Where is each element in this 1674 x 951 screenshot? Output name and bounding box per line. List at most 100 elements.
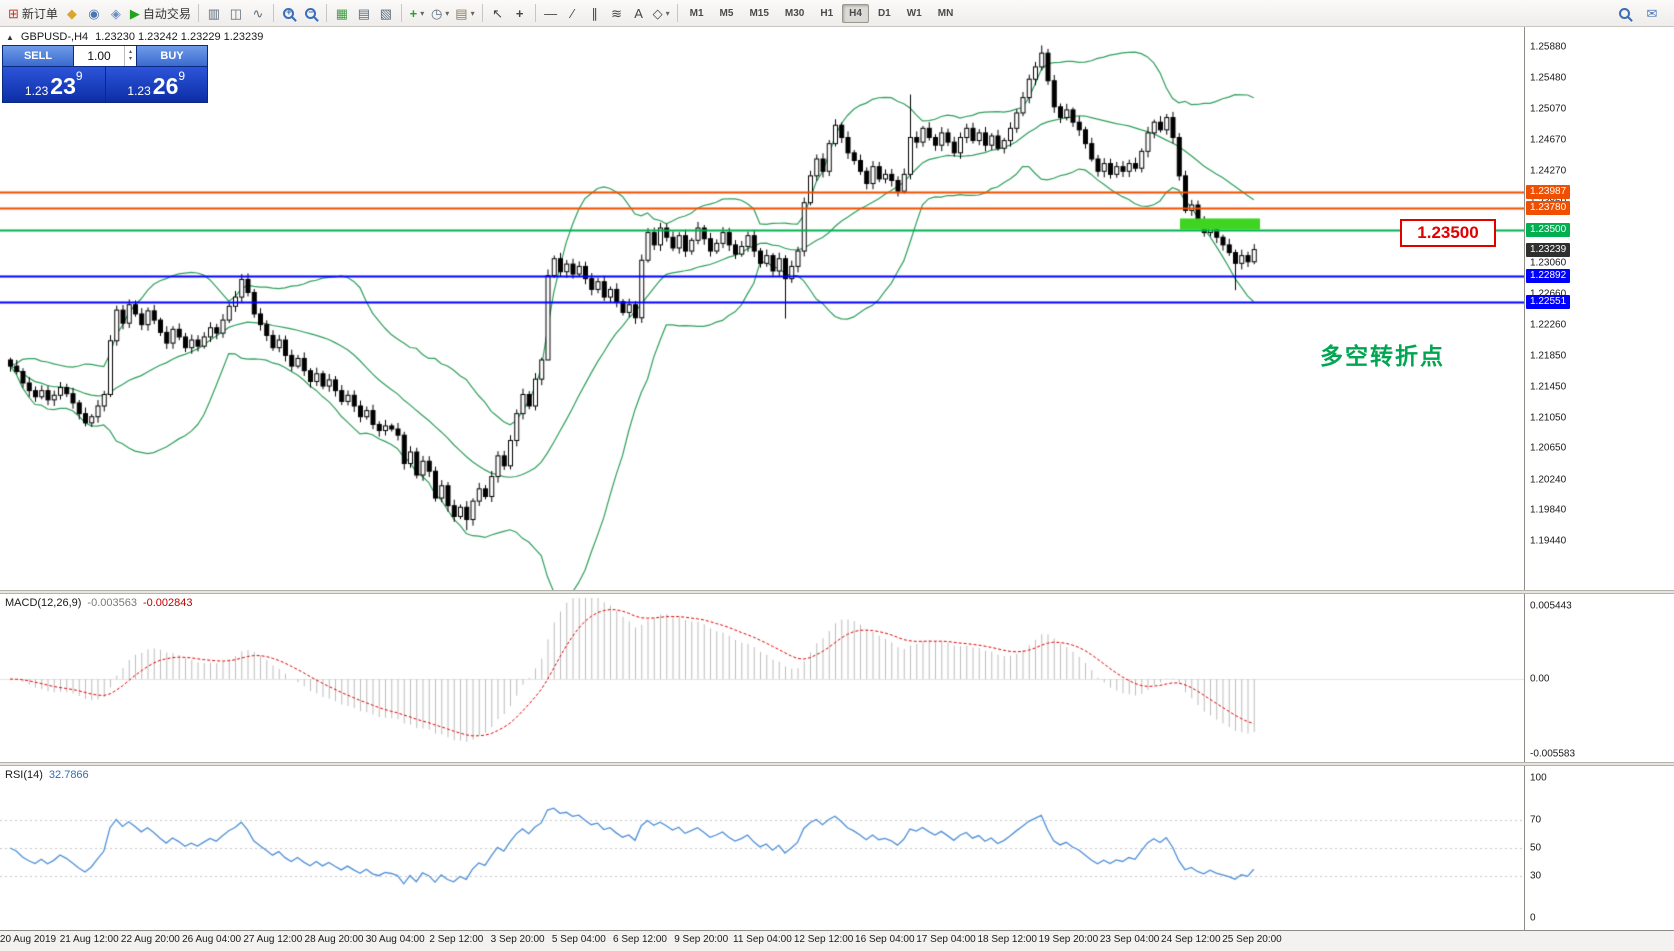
time-axis-label: 22 Aug 20:00 bbox=[120, 934, 180, 945]
caret-down-icon: ▾ bbox=[445, 8, 450, 18]
rsi-value: 32.7866 bbox=[48, 769, 89, 781]
community-button-icon: ✉ bbox=[1646, 5, 1658, 21]
macd-canvas[interactable] bbox=[0, 594, 1524, 762]
timeframe-m15[interactable]: M15 bbox=[749, 7, 769, 19]
bar-chart-button[interactable]: ▥ bbox=[203, 2, 225, 24]
timeframe-h4[interactable]: H4 bbox=[842, 3, 869, 23]
timeframe-mn[interactable]: MN bbox=[937, 7, 954, 19]
price-axis[interactable]: 1.258801.254801.250701.246701.242701.238… bbox=[1524, 27, 1674, 590]
arrows-button[interactable]: ◇ ▾ bbox=[650, 2, 673, 24]
fibonacci-button[interactable]: ≋ bbox=[606, 2, 628, 24]
buy-button[interactable]: BUY bbox=[137, 46, 207, 66]
new-order-button[interactable]: ⊞ 新订单 bbox=[5, 2, 61, 24]
line-chart-button-icon: ∿ bbox=[252, 5, 264, 21]
rsi-header: RSI(14) 32.7866 bbox=[5, 769, 89, 781]
market-watch-button[interactable]: ◉ bbox=[83, 2, 105, 24]
sell-price-pips: 23 bbox=[50, 73, 76, 99]
rsi-axis[interactable]: 100 70 50 30 0 bbox=[1524, 766, 1674, 930]
tile-windows-button[interactable]: ▤ bbox=[353, 2, 375, 24]
level-price-tag: 1.23987 bbox=[1526, 185, 1571, 200]
sell-price-bigfigure: 1.23 bbox=[24, 84, 49, 98]
tile-windows-button-icon: ▤ bbox=[357, 5, 371, 21]
line-chart-button[interactable]: ∿ bbox=[247, 2, 269, 24]
templates-button-icon: ▤ bbox=[455, 5, 468, 21]
buy-price-pipette: 9 bbox=[178, 69, 186, 83]
timeframe-d1[interactable]: D1 bbox=[877, 7, 891, 19]
toolbar-separator bbox=[400, 4, 402, 22]
timeframe-h1[interactable]: H1 bbox=[820, 7, 834, 19]
timeframe-w1[interactable]: W1 bbox=[906, 7, 922, 19]
autotrading-button-label: 自动交易 bbox=[142, 6, 191, 21]
indicators-button-icon: + bbox=[409, 5, 418, 21]
time-axis-label: 3 Sep 20:00 bbox=[490, 934, 545, 945]
panel-splitter[interactable] bbox=[0, 762, 1674, 766]
time-axis-label: 19 Sep 20:00 bbox=[1038, 934, 1099, 945]
toolbar-separator bbox=[481, 4, 483, 22]
autotrading-button-icon: ▶ bbox=[129, 5, 140, 21]
periods-button[interactable]: ◷ ▾ bbox=[428, 2, 452, 24]
horizontal-line-button[interactable]: — bbox=[540, 2, 562, 24]
timeframe-m1[interactable]: M1 bbox=[689, 7, 704, 19]
macd-axis-label: -0.005583 bbox=[1530, 748, 1576, 760]
volume-input[interactable]: 1.00 ▴ ▾ bbox=[74, 46, 136, 66]
buy-price-bigfigure: 1.23 bbox=[127, 84, 151, 98]
channel-button[interactable]: ∥ bbox=[584, 2, 606, 24]
grid-button[interactable]: ▦ bbox=[331, 2, 353, 24]
macd-value-signal: -0.002843 bbox=[142, 597, 193, 609]
timeframe-m30[interactable]: M30 bbox=[784, 7, 805, 19]
rsi-canvas[interactable] bbox=[0, 766, 1524, 930]
rsi-panel: RSI(14) 32.7866 100 70 50 30 0 bbox=[0, 766, 1674, 930]
metaeditor-button[interactable]: ◆ bbox=[61, 2, 83, 24]
horizontal-line-button-icon: — bbox=[544, 5, 558, 21]
volume-spinner: ▴ ▾ bbox=[124, 46, 136, 66]
rsi-axis-label: 70 bbox=[1530, 814, 1542, 826]
time-axis-label: 5 Sep 04:00 bbox=[551, 934, 606, 945]
price-axis-label: 1.22260 bbox=[1530, 319, 1567, 331]
cursor-button[interactable]: ↖ bbox=[487, 2, 509, 24]
sell-price-button[interactable]: 1.23 23 9 bbox=[3, 67, 105, 102]
cascade-windows-button[interactable]: ▧ bbox=[375, 2, 397, 24]
magnifier-icon-sign: + bbox=[286, 6, 292, 17]
price-axis-label: 1.21450 bbox=[1530, 381, 1567, 393]
turning-point-annotation[interactable]: 多空转折点 bbox=[1320, 343, 1445, 369]
ohlc-values: 1.23230 1.23242 1.23229 1.23239 bbox=[95, 31, 264, 43]
price-axis-label: 1.22660 bbox=[1530, 288, 1567, 300]
panel-splitter[interactable] bbox=[0, 590, 1674, 594]
zoom-out-button[interactable]: − bbox=[300, 2, 322, 24]
cascade-windows-button-icon: ▧ bbox=[379, 5, 393, 21]
buy-price-button[interactable]: 1.23 26 9 bbox=[105, 67, 207, 102]
indicators-button[interactable]: + ▾ bbox=[406, 2, 428, 24]
templates-button[interactable]: ▤ ▾ bbox=[452, 2, 477, 24]
macd-axis-label: 0.00 bbox=[1530, 673, 1550, 685]
price-annotation-box[interactable]: 1.23500 bbox=[1400, 219, 1496, 247]
volume-down-button[interactable]: ▾ bbox=[128, 56, 132, 62]
macd-axis-label: 0.005443 bbox=[1530, 600, 1572, 612]
navigator-button[interactable]: ◈ bbox=[105, 2, 127, 24]
collapse-arrow-icon[interactable]: ▲ bbox=[6, 32, 14, 42]
trendline-button[interactable]: ∕ bbox=[562, 2, 584, 24]
macd-axis[interactable]: 0.005443 0.00 -0.005583 bbox=[1524, 594, 1674, 762]
price-axis-label: 1.25880 bbox=[1530, 41, 1567, 53]
current-price-tag: 1.23239 bbox=[1526, 242, 1571, 257]
cursor-button-icon: ↖ bbox=[492, 5, 504, 21]
new-order-button-label: 新订单 bbox=[21, 6, 58, 21]
crosshair-button[interactable]: + bbox=[509, 2, 531, 24]
candlestick-chart-button[interactable]: ◫ bbox=[225, 2, 247, 24]
time-axis-label: 16 Sep 04:00 bbox=[855, 934, 915, 945]
price-axis-label: 1.23060 bbox=[1530, 257, 1567, 269]
time-axis-label: 17 Sep 04:00 bbox=[916, 934, 976, 945]
sell-price-pipette: 9 bbox=[75, 69, 83, 83]
search-button[interactable] bbox=[1613, 2, 1635, 24]
timeframe-m5[interactable]: M5 bbox=[719, 7, 734, 19]
autotrading-button[interactable]: ▶ 自动交易 bbox=[127, 2, 194, 24]
macd-panel: MACD(12,26,9) -0.003563 -0.002843 0.005443… bbox=[0, 594, 1674, 762]
price-axis-label: 1.20650 bbox=[1530, 442, 1567, 454]
text-button[interactable]: A bbox=[628, 2, 650, 24]
volume-up-button[interactable]: ▴ bbox=[128, 49, 132, 55]
time-axis-label: 2 Sep 12:00 bbox=[429, 934, 484, 945]
zoom-in-button[interactable]: + bbox=[278, 2, 300, 24]
price-chart-canvas[interactable] bbox=[0, 27, 1524, 590]
community-button[interactable]: ✉ bbox=[1641, 2, 1663, 24]
sell-button[interactable]: SELL bbox=[3, 46, 73, 66]
time-axis[interactable]: 20 Aug 2019 21 Aug 12:00 22 Aug 20:00 26 Au… bbox=[0, 930, 1674, 951]
